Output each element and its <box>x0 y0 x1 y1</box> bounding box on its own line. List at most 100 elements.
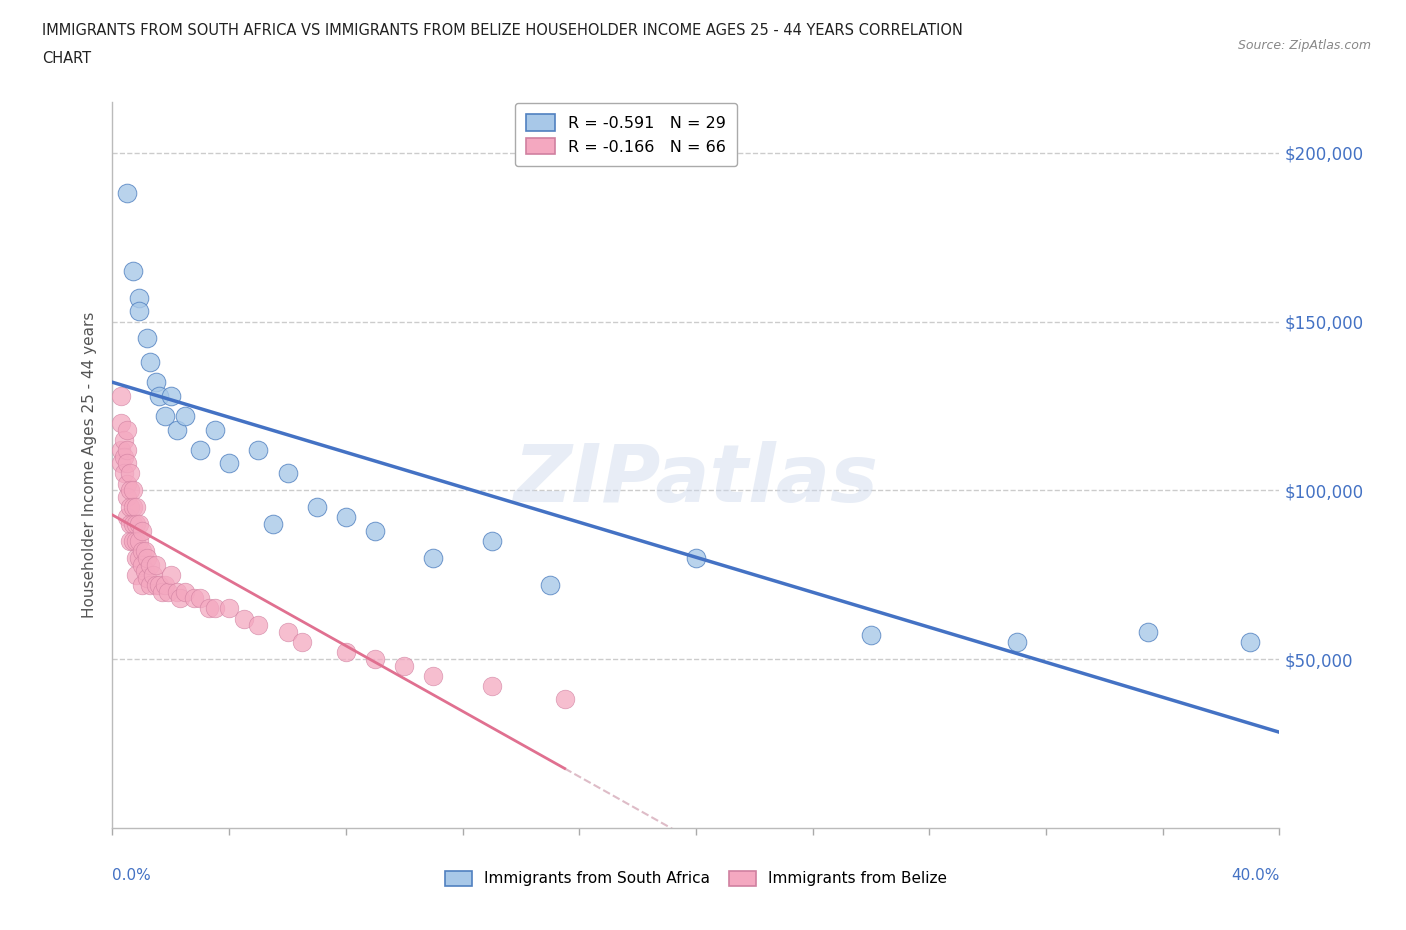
Point <box>128 551 150 565</box>
Point <box>122 516 145 531</box>
Point <box>145 578 167 592</box>
Point <box>422 669 444 684</box>
Point <box>115 489 138 504</box>
Point <box>188 591 211 605</box>
Point <box>481 534 503 549</box>
Point <box>139 557 162 572</box>
Point <box>153 408 176 423</box>
Y-axis label: Householder Income Ages 25 - 44 years: Householder Income Ages 25 - 44 years <box>82 312 97 618</box>
Point <box>115 443 138 458</box>
Point <box>110 389 132 404</box>
Point <box>131 524 153 538</box>
Point <box>160 389 183 404</box>
Point <box>204 422 226 437</box>
Point <box>148 389 170 404</box>
Point <box>197 601 219 616</box>
Point <box>204 601 226 616</box>
Point <box>174 408 197 423</box>
Point <box>169 591 191 605</box>
Point <box>122 534 145 549</box>
Point <box>118 483 141 498</box>
Point <box>183 591 205 605</box>
Point <box>125 551 148 565</box>
Point <box>115 186 138 201</box>
Point <box>110 456 132 471</box>
Point <box>128 516 150 531</box>
Point <box>136 331 159 346</box>
Point <box>128 534 150 549</box>
Text: 40.0%: 40.0% <box>1232 868 1279 883</box>
Point <box>110 416 132 431</box>
Point <box>118 534 141 549</box>
Point <box>148 578 170 592</box>
Point <box>291 634 314 649</box>
Point <box>122 263 145 278</box>
Text: ZIPatlas: ZIPatlas <box>513 441 879 519</box>
Point <box>115 456 138 471</box>
Point <box>1005 634 1028 649</box>
Point <box>128 304 150 319</box>
Point <box>131 578 153 592</box>
Point <box>160 567 183 582</box>
Point <box>128 290 150 305</box>
Point <box>188 443 211 458</box>
Point <box>554 692 576 707</box>
Point <box>422 551 444 565</box>
Point <box>166 422 188 437</box>
Point <box>139 578 162 592</box>
Text: CHART: CHART <box>42 51 91 66</box>
Point <box>118 466 141 481</box>
Point <box>115 510 138 525</box>
Point <box>538 578 561 592</box>
Point <box>112 466 135 481</box>
Point <box>232 611 254 626</box>
Point <box>174 584 197 599</box>
Point <box>131 544 153 559</box>
Point <box>1137 625 1160 640</box>
Point <box>1239 634 1261 649</box>
Point <box>145 557 167 572</box>
Point <box>125 499 148 514</box>
Point <box>392 658 416 673</box>
Point <box>134 544 156 559</box>
Point <box>139 354 162 369</box>
Legend: Immigrants from South Africa, Immigrants from Belize: Immigrants from South Africa, Immigrants… <box>439 864 953 893</box>
Point <box>112 449 135 464</box>
Point <box>134 564 156 578</box>
Point <box>166 584 188 599</box>
Point <box>125 534 148 549</box>
Point <box>112 432 135 447</box>
Point <box>145 375 167 390</box>
Point <box>115 422 138 437</box>
Point <box>122 499 145 514</box>
Point <box>115 476 138 491</box>
Point <box>110 443 132 458</box>
Text: Source: ZipAtlas.com: Source: ZipAtlas.com <box>1237 39 1371 52</box>
Point <box>150 584 173 599</box>
Point <box>125 567 148 582</box>
Point <box>125 516 148 531</box>
Point <box>335 510 357 525</box>
Point <box>481 679 503 694</box>
Text: 0.0%: 0.0% <box>112 868 152 883</box>
Point <box>685 551 707 565</box>
Point <box>247 618 270 632</box>
Point <box>305 499 328 514</box>
Point <box>218 601 240 616</box>
Point <box>364 524 387 538</box>
Point <box>136 551 159 565</box>
Point <box>364 652 387 667</box>
Point <box>122 483 145 498</box>
Point <box>153 578 176 592</box>
Point <box>262 516 284 531</box>
Point <box>156 584 179 599</box>
Point <box>335 644 357 659</box>
Point <box>118 499 141 514</box>
Point <box>131 557 153 572</box>
Point <box>247 443 270 458</box>
Point <box>136 571 159 586</box>
Point <box>859 628 883 643</box>
Point <box>118 516 141 531</box>
Point <box>218 456 240 471</box>
Point <box>276 466 298 481</box>
